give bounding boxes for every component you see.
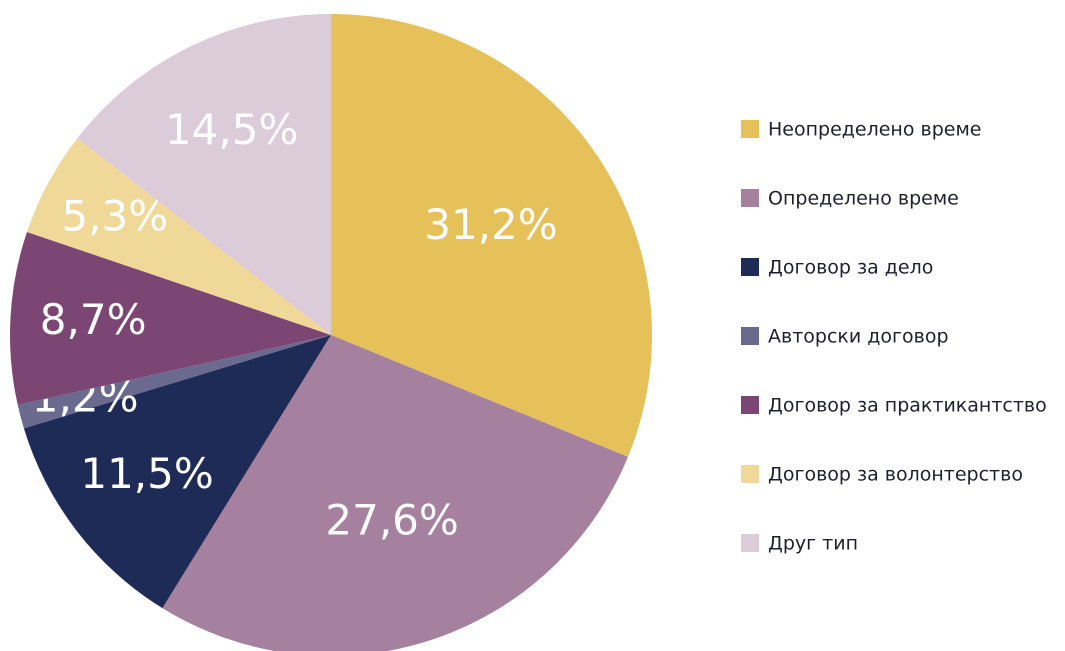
slice-label: 8,7% [40,295,147,344]
slice-label: 11,5% [80,449,213,498]
legend-label: Договор за дело [768,257,933,279]
pie-slice [17,335,332,429]
legend-label: Неопределено време [768,119,982,141]
legend-swatch [741,189,759,207]
legend-label: Договор за волонтерство [768,464,1023,486]
legend-swatch [741,534,759,552]
legend-label: Авторски договор [768,326,949,348]
legend-swatch [741,465,759,483]
slice-label: 14,5% [165,105,298,154]
legend-swatch [741,258,759,276]
legend-label: Договор за практикантство [768,395,1047,417]
legend-swatch [741,396,759,414]
slice-label: 27,6% [325,496,458,545]
pie-slice [77,13,331,335]
legend-swatch [741,327,759,345]
pie-slice [331,14,652,457]
legend-swatch [741,120,759,138]
slice-label: 5,3% [61,191,168,240]
slice-label: 31,2% [424,200,557,249]
pie-slice [162,335,628,651]
legend-label: Определено време [768,188,959,210]
pie-slice [26,138,331,335]
legend-label: Друг тип [768,533,858,555]
pie-slice [9,231,331,406]
pie-slice [23,335,331,609]
